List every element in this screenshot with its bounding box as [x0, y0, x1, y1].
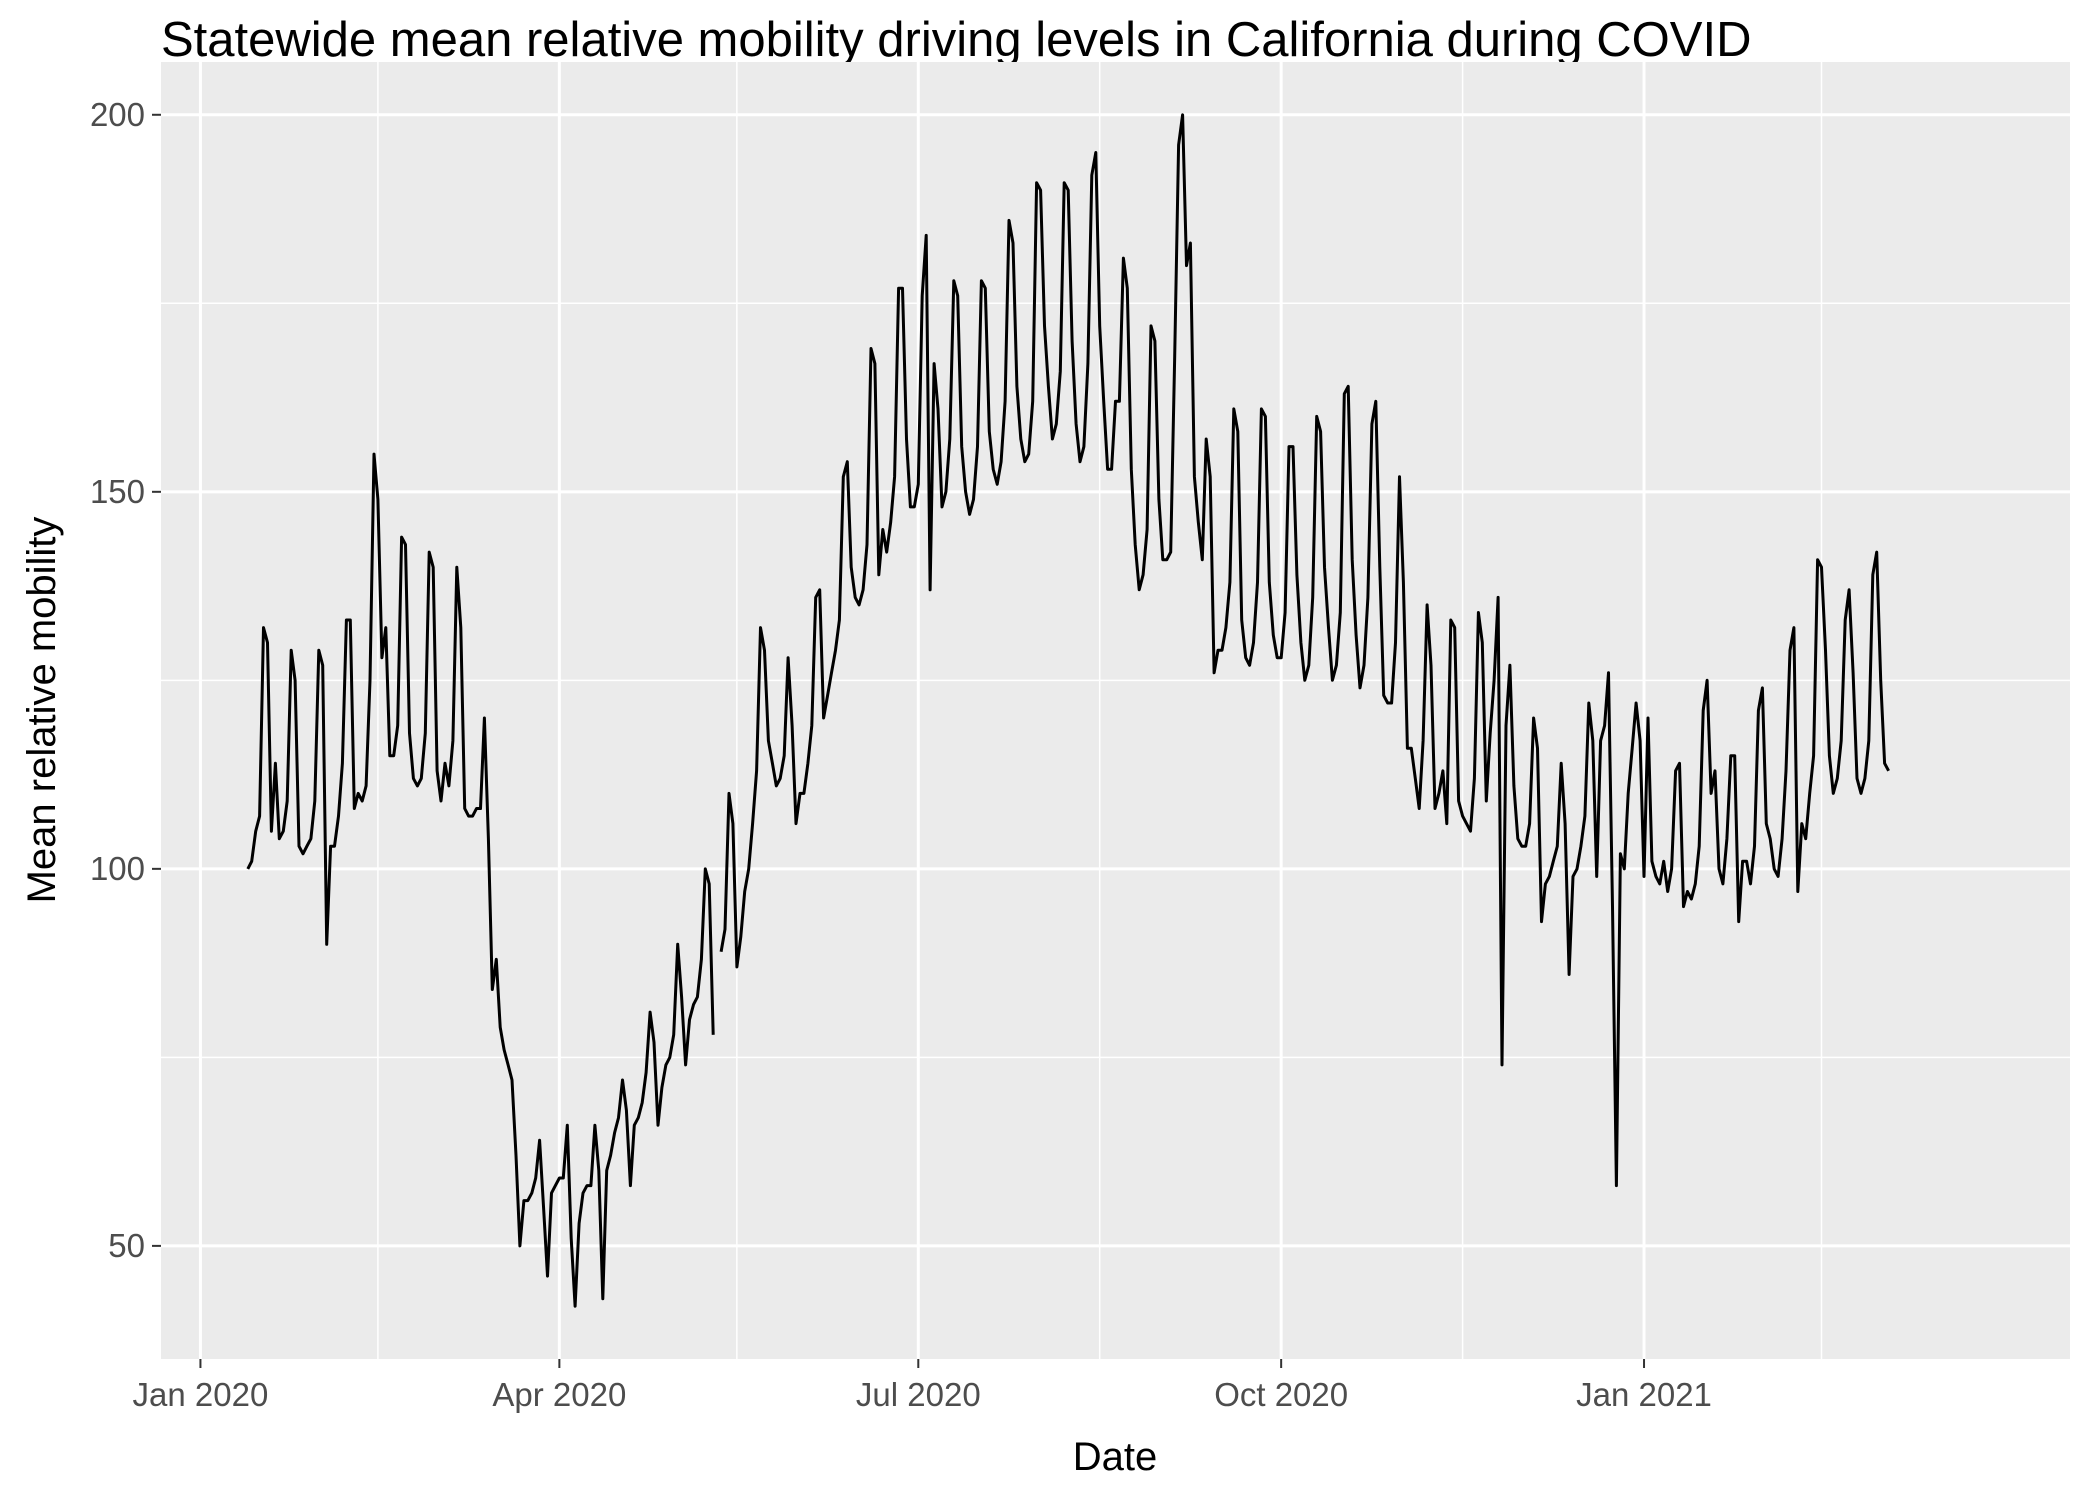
plot-panel [161, 62, 2070, 1359]
y-axis-title: Mean relative mobility [20, 517, 64, 904]
y-tick-label: 200 [90, 96, 145, 133]
y-axis: 50 100 150 200 [90, 96, 161, 1264]
minor-grid [161, 62, 2070, 1359]
x-tick-label: Oct 2020 [1214, 1376, 1348, 1413]
y-tick-label: 150 [90, 473, 145, 510]
x-tick-label: Jul 2020 [856, 1376, 981, 1413]
series-line [246, 113, 1890, 1308]
x-tick-label: Apr 2020 [492, 1376, 626, 1413]
y-tick-label: 50 [108, 1227, 145, 1264]
series-layer [246, 113, 1890, 1308]
x-tick-label: Jan 2021 [1576, 1376, 1712, 1413]
x-axis-title: Date [1073, 1435, 1158, 1479]
y-tick-label: 100 [90, 850, 145, 887]
chart-title: Statewide mean relative mobility driving… [161, 13, 1752, 67]
x-axis: Jan 2020 Apr 2020 Jul 2020 Oct 2020 Jan 2021 [133, 1359, 1712, 1413]
x-tick-label: Jan 2020 [133, 1376, 269, 1413]
